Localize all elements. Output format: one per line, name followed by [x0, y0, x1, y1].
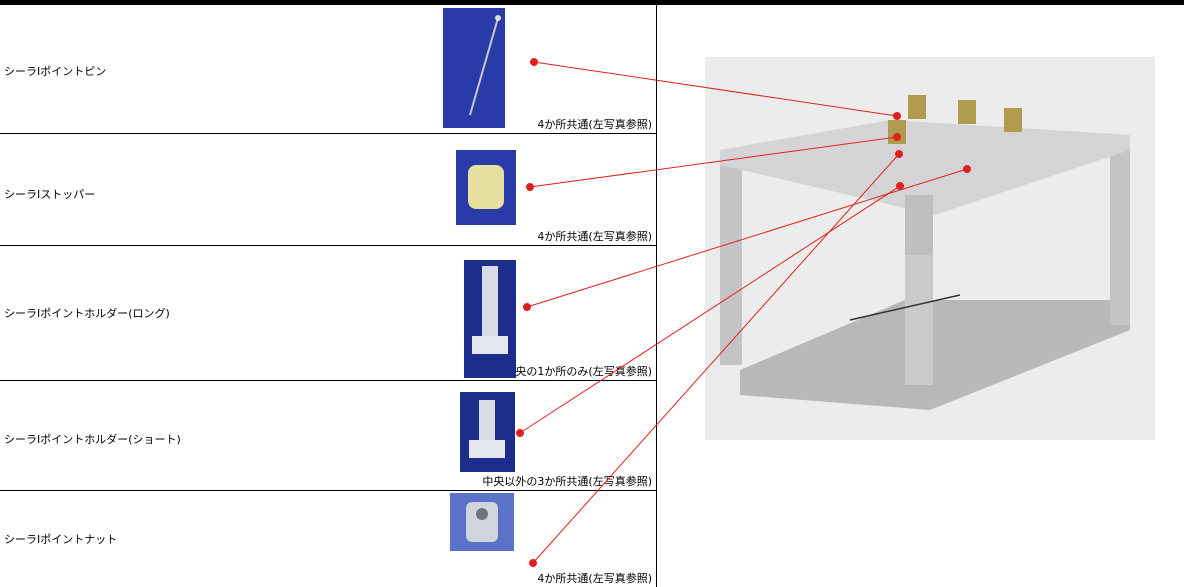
- nut: [466, 502, 498, 542]
- pointer-dot: [530, 58, 538, 66]
- stopper: [468, 165, 504, 209]
- pointer-dot: [526, 183, 534, 191]
- pointer-dot: [963, 165, 971, 173]
- caption: 中央の1か所のみ(左写真参照): [504, 363, 652, 379]
- part-name: シーラⅠポイントピン: [4, 65, 107, 78]
- slot: [849, 294, 961, 321]
- pin-head: [495, 15, 501, 21]
- pin: [469, 17, 499, 116]
- pointer-dot: [893, 112, 901, 120]
- pointer-line: [526, 168, 968, 308]
- holder-shaft: [482, 266, 498, 336]
- knob: [1004, 108, 1022, 132]
- knob: [908, 95, 926, 119]
- row: シーラⅠポイントナット 4か所共通(左写真参照): [0, 491, 657, 587]
- pointer-dot: [516, 429, 524, 437]
- part-name: シーラⅠポイントホルダー(ショート): [4, 433, 181, 446]
- knob: [958, 100, 976, 124]
- pointer-dot: [896, 182, 904, 190]
- pointer-dot: [893, 133, 901, 141]
- pointer-line: [529, 136, 898, 188]
- pointer-dot: [529, 559, 537, 567]
- row: シーラⅠポイントホルダー(ロング) 中央の1か所のみ(左写真参照): [0, 246, 657, 381]
- post: [720, 150, 742, 365]
- part-name: シーラⅠストッパー: [4, 188, 96, 201]
- frame-top: [720, 120, 1130, 215]
- holder-shaft: [479, 400, 495, 440]
- caption: 4か所共通(左写真参照): [537, 228, 652, 244]
- pointer-line: [532, 153, 900, 564]
- caption: 4か所共通(左写真参照): [537, 570, 652, 586]
- pointer-line: [533, 61, 898, 117]
- pointer-line: [519, 185, 901, 434]
- part-name: シーラⅠポイントナット: [4, 533, 118, 546]
- nut-hole: [476, 508, 488, 520]
- row: シーラⅠストッパー 4か所共通(左写真参照): [0, 134, 657, 246]
- post-top: [905, 195, 933, 255]
- holder-head: [469, 440, 505, 458]
- pointer-dot: [523, 303, 531, 311]
- top-bar: [0, 0, 1184, 5]
- pointer-dot: [895, 150, 903, 158]
- caption: 4か所共通(左写真参照): [537, 116, 652, 132]
- pointers: [516, 58, 971, 567]
- holder-head: [472, 336, 508, 354]
- part-name: シーラⅠポイントホルダー(ロング): [4, 307, 170, 320]
- post: [1110, 140, 1130, 325]
- row: シーラⅠポイントピン 4か所共通(左写真参照): [0, 5, 657, 134]
- base-plate: [740, 300, 1130, 410]
